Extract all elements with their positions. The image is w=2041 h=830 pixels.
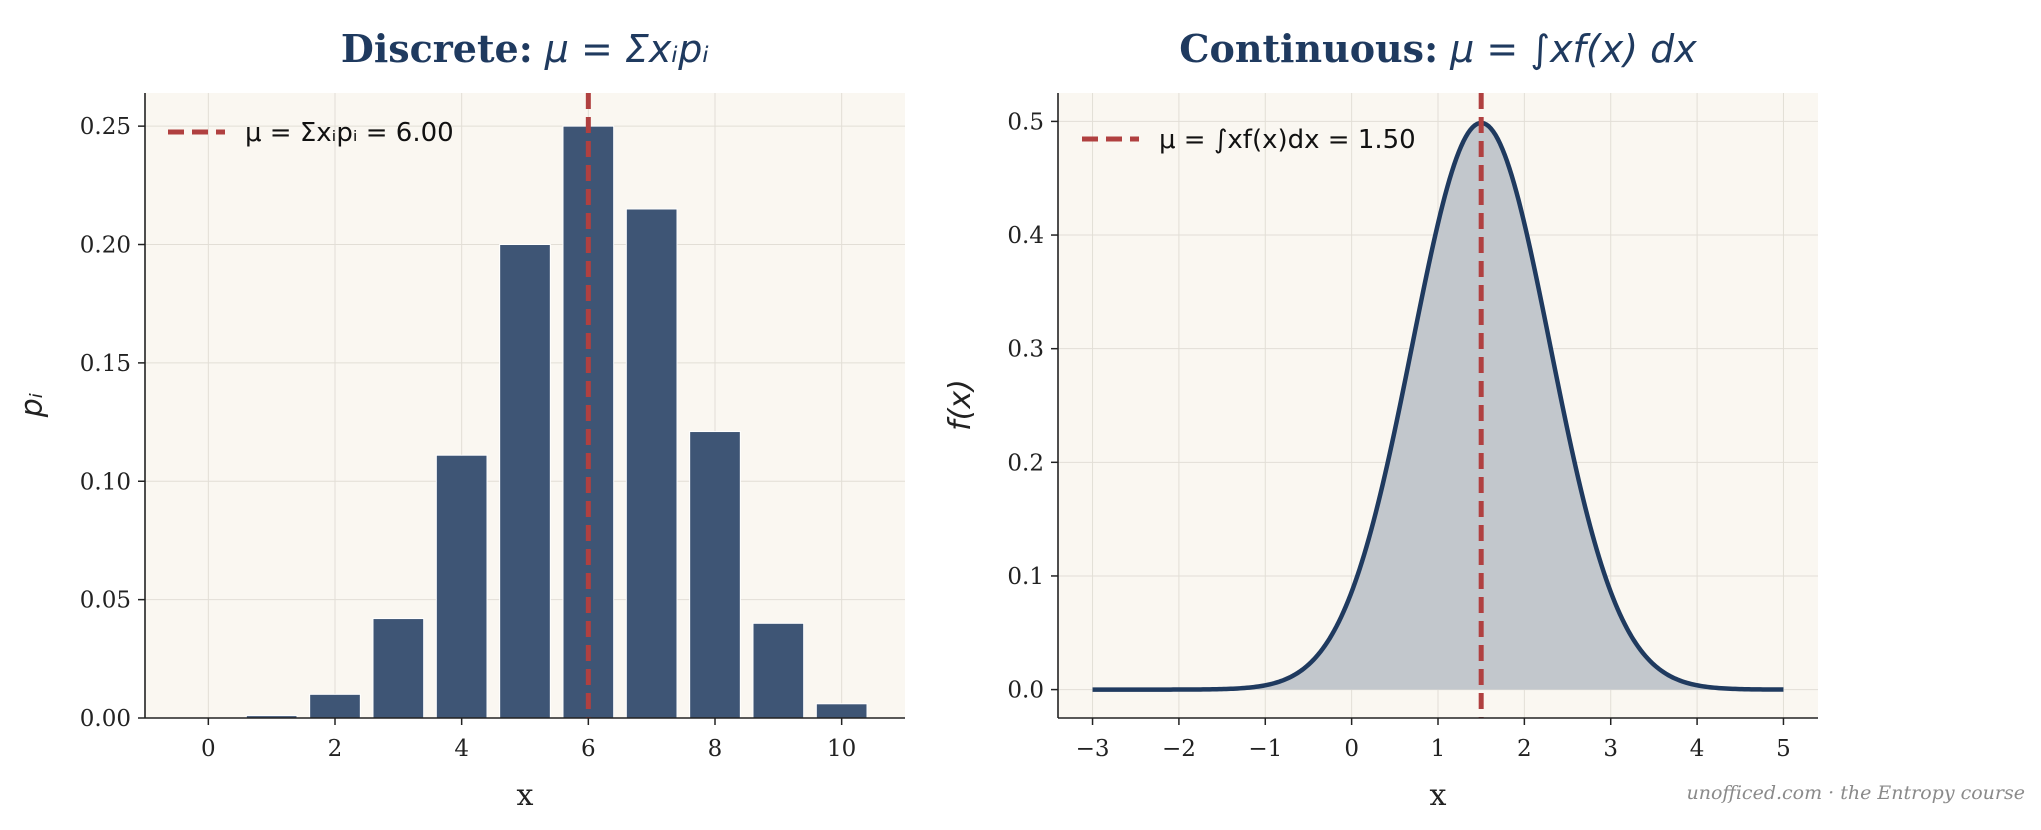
continuous-x-tick-label: 1 — [1431, 736, 1446, 762]
discrete-title: Discrete: μ = Σxᵢpᵢ — [341, 26, 709, 71]
continuous-panel: −3 −2 −1 0 1 2 3 4 5 0.0 0.1 0.2 0.3 0.4 0.5 Continuou… — [943, 26, 1818, 813]
discrete-bar — [815, 703, 868, 719]
continuous-title: Continuous: μ = ∫xf(x) dx — [1179, 26, 1697, 71]
discrete-x-tick-label: 0 — [201, 736, 216, 762]
discrete-bar — [752, 622, 805, 719]
discrete-legend-label: μ = Σxᵢpᵢ = 6.00 — [245, 118, 454, 148]
discrete-ticks: 0 2 4 6 8 10 0.00 0.05 0.10 0.15 0.20 0.25 — [80, 114, 857, 762]
continuous-y-tick-label: 0.2 — [1007, 450, 1044, 476]
discrete-legend: μ = Σxᵢpᵢ = 6.00 — [168, 118, 454, 148]
discrete-title-bold: Discrete: — [341, 26, 533, 71]
footer-credit: unofficed.com · the Entropy course — [1686, 782, 2025, 804]
continuous-x-tick-label: 2 — [1517, 736, 1532, 762]
discrete-bar — [435, 454, 488, 719]
continuous-area-fill — [1092, 122, 1784, 690]
discrete-bar — [625, 208, 678, 719]
discrete-y-tick-label: 0.25 — [80, 114, 131, 140]
discrete-y-tick-label: 0.20 — [80, 233, 131, 259]
continuous-y-label: f(x) — [943, 379, 978, 431]
discrete-y-tick-label: 0.00 — [80, 706, 131, 732]
discrete-y-tick-label: 0.15 — [80, 351, 131, 377]
continuous-y-tick-label: 0.5 — [1007, 109, 1044, 135]
continuous-x-label: x — [1430, 778, 1447, 813]
discrete-panel: 0 2 4 6 8 10 0.00 0.05 0.10 0.15 0.20 0.25 Discrete… — [15, 26, 905, 813]
discrete-x-label: x — [517, 778, 534, 813]
continuous-title-math: μ = ∫xf(x) dx — [1449, 27, 1697, 71]
continuous-y-tick-label: 0.1 — [1007, 564, 1044, 590]
continuous-x-tick-label: 5 — [1776, 736, 1791, 762]
continuous-x-tick-label: −1 — [1248, 736, 1282, 762]
continuous-x-tick-label: 0 — [1344, 736, 1359, 762]
discrete-x-tick-label: 2 — [328, 736, 343, 762]
discrete-bar — [372, 618, 425, 719]
continuous-legend: μ = ∫xf(x)dx = 1.50 — [1082, 125, 1416, 155]
discrete-bar — [309, 693, 361, 719]
discrete-y-label: pᵢ — [15, 393, 50, 418]
discrete-bar — [689, 431, 741, 719]
discrete-y-tick-label: 0.10 — [80, 469, 131, 495]
discrete-x-tick-label: 6 — [581, 736, 596, 762]
continuous-y-tick-label: 0.0 — [1007, 678, 1044, 704]
continuous-density-curve — [1092, 120, 1784, 692]
continuous-title-bold: Continuous: — [1179, 26, 1438, 71]
discrete-x-tick-label: 4 — [454, 736, 469, 762]
continuous-legend-label: μ = ∫xf(x)dx = 1.50 — [1159, 125, 1416, 155]
discrete-bars — [245, 125, 868, 719]
discrete-title-math: μ = Σxᵢpᵢ — [544, 27, 709, 71]
discrete-x-tick-label: 10 — [827, 736, 856, 762]
discrete-y-tick-label: 0.05 — [80, 588, 131, 614]
continuous-y-tick-label: 0.4 — [1007, 223, 1044, 249]
continuous-ticks: −3 −2 −1 0 1 2 3 4 5 0.0 0.1 0.2 0.3 0.4 0.5 — [1007, 109, 1790, 762]
continuous-x-tick-label: −3 — [1076, 736, 1110, 762]
continuous-x-tick-label: −2 — [1162, 736, 1196, 762]
discrete-x-tick-label: 8 — [708, 736, 723, 762]
discrete-bar — [499, 244, 551, 719]
continuous-x-tick-label: 3 — [1603, 736, 1618, 762]
continuous-x-tick-label: 4 — [1690, 736, 1705, 762]
continuous-y-tick-label: 0.3 — [1007, 337, 1044, 363]
